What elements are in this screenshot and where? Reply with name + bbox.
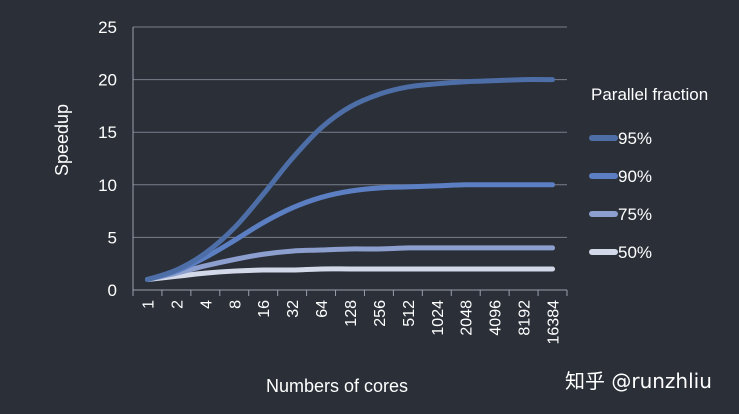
legend-title: Parallel fraction (591, 85, 708, 104)
gridlines (133, 26, 567, 238)
x-tick-label: 8192 (517, 300, 534, 336)
x-tick-label: 256 (372, 300, 389, 327)
x-tick-label: 8 (227, 300, 244, 309)
x-tick-label: 1 (140, 300, 157, 309)
x-tick-label: 32 (285, 300, 302, 318)
x-tick-label: 64 (314, 300, 331, 318)
x-tick-label: 16384 (546, 300, 563, 345)
x-tick-label: 2 (169, 300, 186, 309)
y-tick-label: 5 (108, 228, 117, 247)
x-tick-label: 128 (343, 300, 360, 327)
x-tick-label: 1024 (430, 300, 447, 336)
axes: 0 5 10 15 20 25 1 2 4 8 16 32 64 128 256 512 1024 2048 409… (98, 18, 568, 345)
series-line-50pct (144, 266, 556, 282)
y-tick-label: 20 (98, 71, 117, 90)
y-axis-label: Speedup (52, 104, 72, 176)
y-tick-label: 0 (108, 281, 117, 300)
legend-item-label: 90% (618, 167, 652, 186)
series-line-90pct (144, 182, 556, 282)
x-tick-label: 512 (401, 300, 418, 327)
series-line-75pct (144, 245, 556, 282)
legend-item-label: 50% (618, 243, 652, 262)
legend-item-label: 75% (618, 205, 652, 224)
legend: Parallel fraction 95% 90% 75% 50% (589, 85, 708, 262)
series-line-95pct (144, 77, 556, 282)
y-tick-label: 25 (98, 18, 117, 37)
x-tick-label: 2048 (459, 300, 476, 336)
x-tick-label: 16 (256, 300, 273, 318)
series-lines (144, 77, 556, 282)
x-axis-label: Numbers of cores (266, 376, 408, 396)
watermark: 知乎 @runzhliu (565, 369, 712, 393)
y-tick-label: 15 (98, 123, 117, 142)
y-tick-label: 10 (98, 176, 117, 195)
x-tick-label: 4 (198, 300, 215, 309)
legend-item-label: 95% (618, 129, 652, 148)
x-tick-label: 4096 (488, 300, 505, 336)
